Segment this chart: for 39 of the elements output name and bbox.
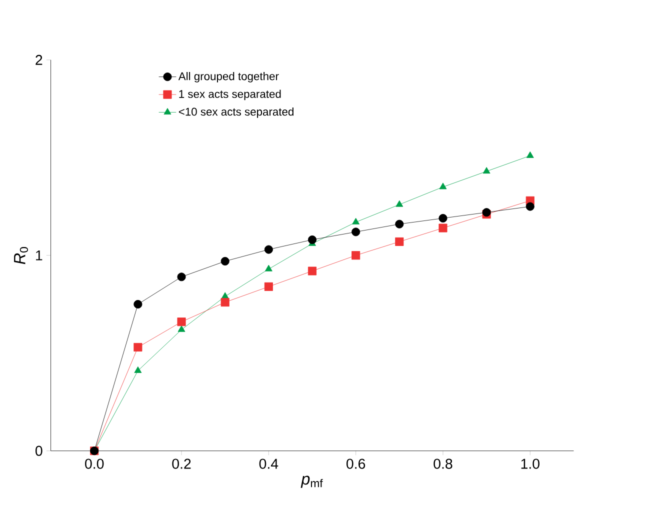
point	[264, 245, 273, 254]
point	[438, 214, 448, 223]
x-tick-label: 0.4	[259, 458, 278, 469]
y-tick-label: 0	[36, 446, 42, 456]
legend-label: All grouped together	[178, 72, 279, 82]
point	[395, 220, 404, 228]
point	[264, 264, 272, 272]
x-tick-label: 0.8	[434, 458, 452, 469]
point	[134, 343, 142, 352]
x-tick-label: 0.2	[172, 458, 191, 469]
point	[352, 251, 360, 260]
point	[220, 298, 230, 307]
point	[396, 200, 404, 207]
x-axis-title: p$_{mf}$	[300, 476, 323, 488]
point	[352, 218, 360, 224]
x-tick-label: 1.0	[521, 458, 540, 469]
point	[177, 272, 186, 282]
point	[526, 202, 534, 211]
point	[439, 182, 447, 190]
point	[134, 300, 142, 309]
y-axis-title: R$_{0}$	[14, 247, 28, 264]
point	[526, 152, 534, 158]
point	[220, 257, 230, 266]
point	[264, 282, 273, 292]
point	[352, 228, 360, 236]
legend-label: <10 sex acts separated	[178, 108, 294, 118]
x-tick-label: 0.0	[85, 458, 104, 469]
point	[134, 366, 142, 374]
y-tick-label: 2	[36, 55, 42, 65]
x-tick-label: 0.6	[346, 458, 366, 469]
point	[178, 325, 186, 332]
point	[482, 167, 490, 174]
legend-label: 1 sex acts separated	[179, 90, 281, 100]
point	[177, 318, 186, 326]
point	[308, 266, 317, 276]
point	[308, 236, 317, 244]
point	[395, 238, 404, 246]
y-tick-label: 1	[36, 250, 42, 260]
point	[438, 224, 448, 232]
